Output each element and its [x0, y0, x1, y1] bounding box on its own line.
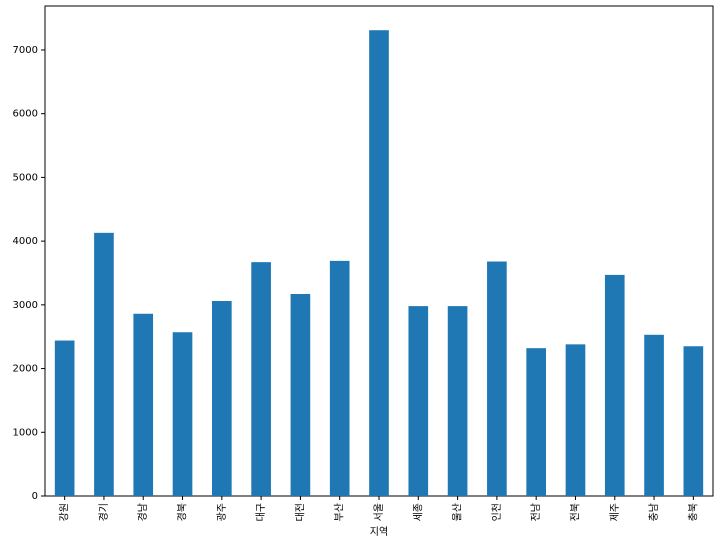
y-tick-label: 6000 [13, 109, 38, 120]
y-tick-label: 2000 [13, 364, 38, 375]
y-tick-label: 7000 [13, 45, 38, 56]
x-tick-label: 세종 [412, 503, 424, 521]
x-tick-label: 경북 [176, 503, 189, 521]
bar [644, 334, 664, 496]
x-tick-label: 전북 [569, 503, 581, 521]
bar [526, 348, 546, 496]
x-tick-label: 울산 [452, 503, 464, 521]
y-tick-label: 0 [32, 491, 38, 502]
bar [329, 260, 350, 496]
x-tick-label: 광주 [216, 503, 228, 521]
bar [408, 306, 429, 496]
x-tick-label: 강원 [59, 503, 71, 521]
bar [133, 313, 154, 496]
bar [604, 274, 625, 496]
x-tick-label: 전남 [530, 503, 542, 521]
x-tick-label: 대전 [294, 503, 306, 521]
bar [369, 30, 389, 497]
x-tick-label: 충남 [648, 503, 660, 521]
bar [290, 294, 311, 496]
x-tick-label: 경기 [97, 503, 110, 521]
x-axis-label: 지역 [370, 526, 388, 538]
x-tick-label: 대구 [255, 503, 267, 521]
x-tick-label: 서울 [373, 503, 385, 521]
x-tick-label: 제주 [609, 503, 621, 521]
bar [487, 261, 507, 496]
bar [94, 232, 114, 496]
bar [447, 306, 468, 496]
y-tick-label: 3000 [13, 300, 38, 311]
x-tick-label: 인천 [491, 503, 503, 521]
bar [172, 332, 193, 496]
bar [251, 262, 271, 496]
x-tick-label: 경남 [136, 503, 149, 521]
x-tick-label: 부산 [334, 503, 346, 521]
y-tick-label: 5000 [13, 172, 38, 183]
y-tick-label: 4000 [13, 236, 38, 247]
bar [565, 344, 586, 496]
x-tick-label: 충북 [687, 503, 699, 521]
bar [683, 346, 704, 496]
bar [212, 301, 232, 496]
bar [54, 340, 75, 496]
y-tick-label: 1000 [13, 427, 38, 438]
